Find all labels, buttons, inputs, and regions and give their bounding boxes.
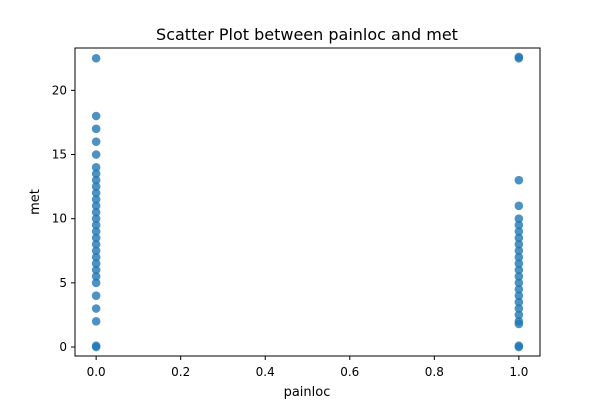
scatter-point-0-41	[514, 259, 524, 268]
scatter-point-0-44	[514, 240, 524, 249]
y-tick-label-4: 20	[52, 83, 67, 97]
scatter-point-0-17	[91, 201, 101, 211]
scatter-point-0-45	[514, 233, 524, 243]
y-tick-label-2: 10	[52, 212, 67, 226]
x-axis-label: painloc	[284, 385, 331, 400]
scatter-point-0-34	[514, 304, 524, 313]
y-axis-ticks: 0 5 10 15 20	[52, 83, 75, 354]
x-tick-label-0: 0.0	[87, 365, 106, 379]
x-tick-label-2: 0.4	[256, 365, 275, 379]
scatter-point-0-25	[91, 137, 101, 146]
scatter-point-0-42	[514, 252, 524, 262]
scatter-point-0-27	[91, 111, 101, 121]
scatter-point-0-46	[514, 227, 524, 236]
scatter-point-0-50	[514, 175, 524, 185]
data-points	[91, 52, 524, 352]
scatter-point-0-33	[514, 310, 524, 320]
scatter-point-0-32	[514, 317, 524, 326]
scatter-point-0-7	[91, 265, 101, 275]
x-tick-label-4: 0.8	[425, 365, 444, 379]
y-axis-label: met	[28, 189, 43, 215]
scatter-point-0-4	[91, 291, 101, 300]
scatter-point-0-37	[514, 284, 524, 294]
scatter-point-0-52	[514, 52, 524, 62]
x-tick-label-3: 0.6	[340, 365, 359, 379]
scatter-point-0-14	[91, 220, 101, 230]
scatter-point-0-48	[514, 214, 524, 223]
scatter-point-0-28	[91, 53, 101, 63]
y-tick-label-3: 15	[52, 148, 67, 162]
scatter-point-0-2	[91, 317, 101, 326]
scatter-point-0-18	[91, 195, 101, 204]
scatter-point-0-3	[91, 304, 101, 313]
scatter-point-0-10	[91, 246, 101, 256]
scatter-point-0-39	[514, 272, 524, 281]
scatter-point-0-35	[514, 297, 524, 307]
scatter-point-0-20	[91, 182, 101, 191]
scatter-point-0-22	[91, 169, 101, 179]
scatter-point-0-40	[514, 265, 524, 275]
scatter-point-0-6	[91, 272, 101, 281]
x-tick-label-1: 0.2	[171, 365, 190, 379]
scatter-point-0-49	[514, 201, 524, 211]
scatter-point-0-43	[514, 246, 524, 256]
scatter-point-0-12	[91, 233, 101, 243]
y-tick-label-0: 0	[59, 340, 67, 354]
scatter-point-0-47	[514, 220, 524, 230]
scatter-point-0-15	[91, 214, 101, 223]
scatter-point-0-9	[91, 252, 101, 262]
scatter-point-0-19	[91, 188, 101, 198]
scatter-point-0-38	[514, 278, 524, 288]
scatter-point-0-8	[91, 259, 101, 268]
scatter-point-0-1	[91, 341, 101, 351]
x-tick-label-5: 1.0	[509, 365, 528, 379]
scatter-point-0-16	[91, 207, 101, 217]
scatter-point-0-30	[514, 341, 524, 351]
plot-frame	[74, 47, 541, 357]
x-axis-ticks: 0.0 0.2 0.4 0.6 0.8 1.0	[87, 356, 528, 379]
scatter-point-0-11	[91, 240, 101, 249]
scatter-point-0-36	[514, 291, 524, 300]
scatter-point-0-23	[91, 163, 101, 172]
scatter-point-0-13	[91, 227, 101, 236]
chart-title: Scatter Plot between painloc and met	[156, 25, 458, 44]
scatter-point-0-5	[91, 278, 101, 288]
scatter-point-0-24	[91, 150, 101, 159]
y-tick-label-1: 5	[59, 276, 67, 290]
scatter-point-0-26	[91, 124, 101, 134]
scatter-point-0-21	[91, 175, 101, 185]
